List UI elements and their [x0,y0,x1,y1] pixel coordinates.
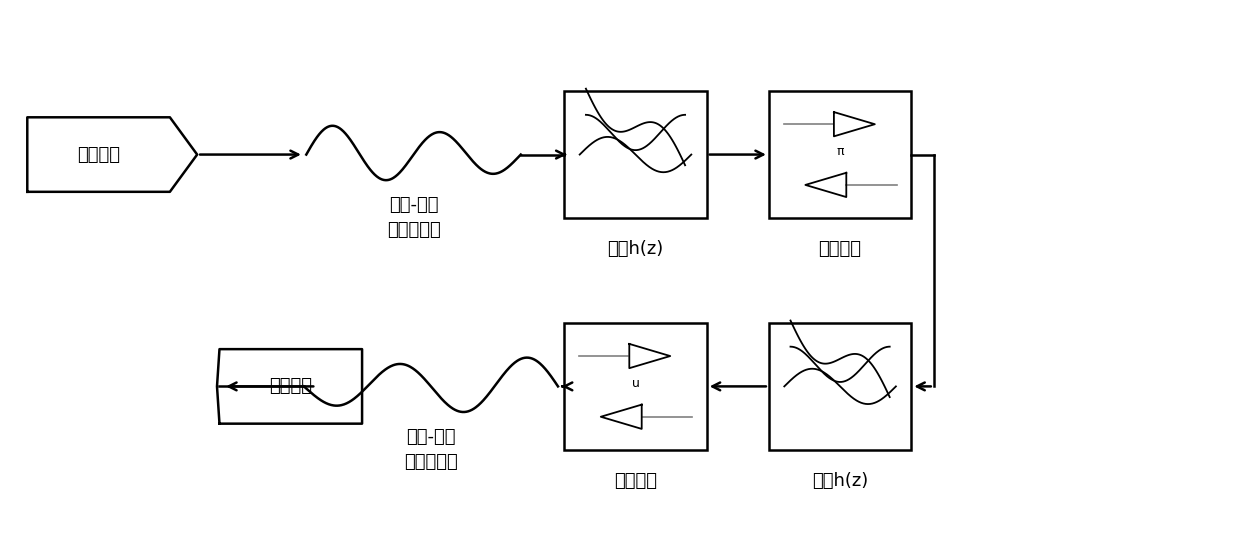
Text: 滤波h(z): 滤波h(z) [608,240,663,258]
Polygon shape [217,349,362,424]
Polygon shape [27,118,197,192]
Text: 坡度-里程
滤波后数据: 坡度-里程 滤波后数据 [404,428,458,471]
Text: 输入信号: 输入信号 [77,146,120,163]
Text: 时域翻转: 时域翻转 [818,240,862,258]
Text: 坡度-里程
滤波前数据: 坡度-里程 滤波前数据 [387,196,440,239]
Polygon shape [833,112,875,136]
Text: u: u [631,377,640,390]
Polygon shape [601,405,642,429]
Polygon shape [630,344,671,368]
Bar [769,91,911,218]
Text: 输出信号: 输出信号 [269,378,312,395]
Bar [564,323,707,450]
Bar [564,91,707,218]
Polygon shape [806,173,846,197]
Bar [769,323,911,450]
Text: 时域翻转: 时域翻转 [614,472,657,490]
Text: 滤波h(z): 滤波h(z) [812,472,868,490]
Text: π: π [836,145,844,158]
